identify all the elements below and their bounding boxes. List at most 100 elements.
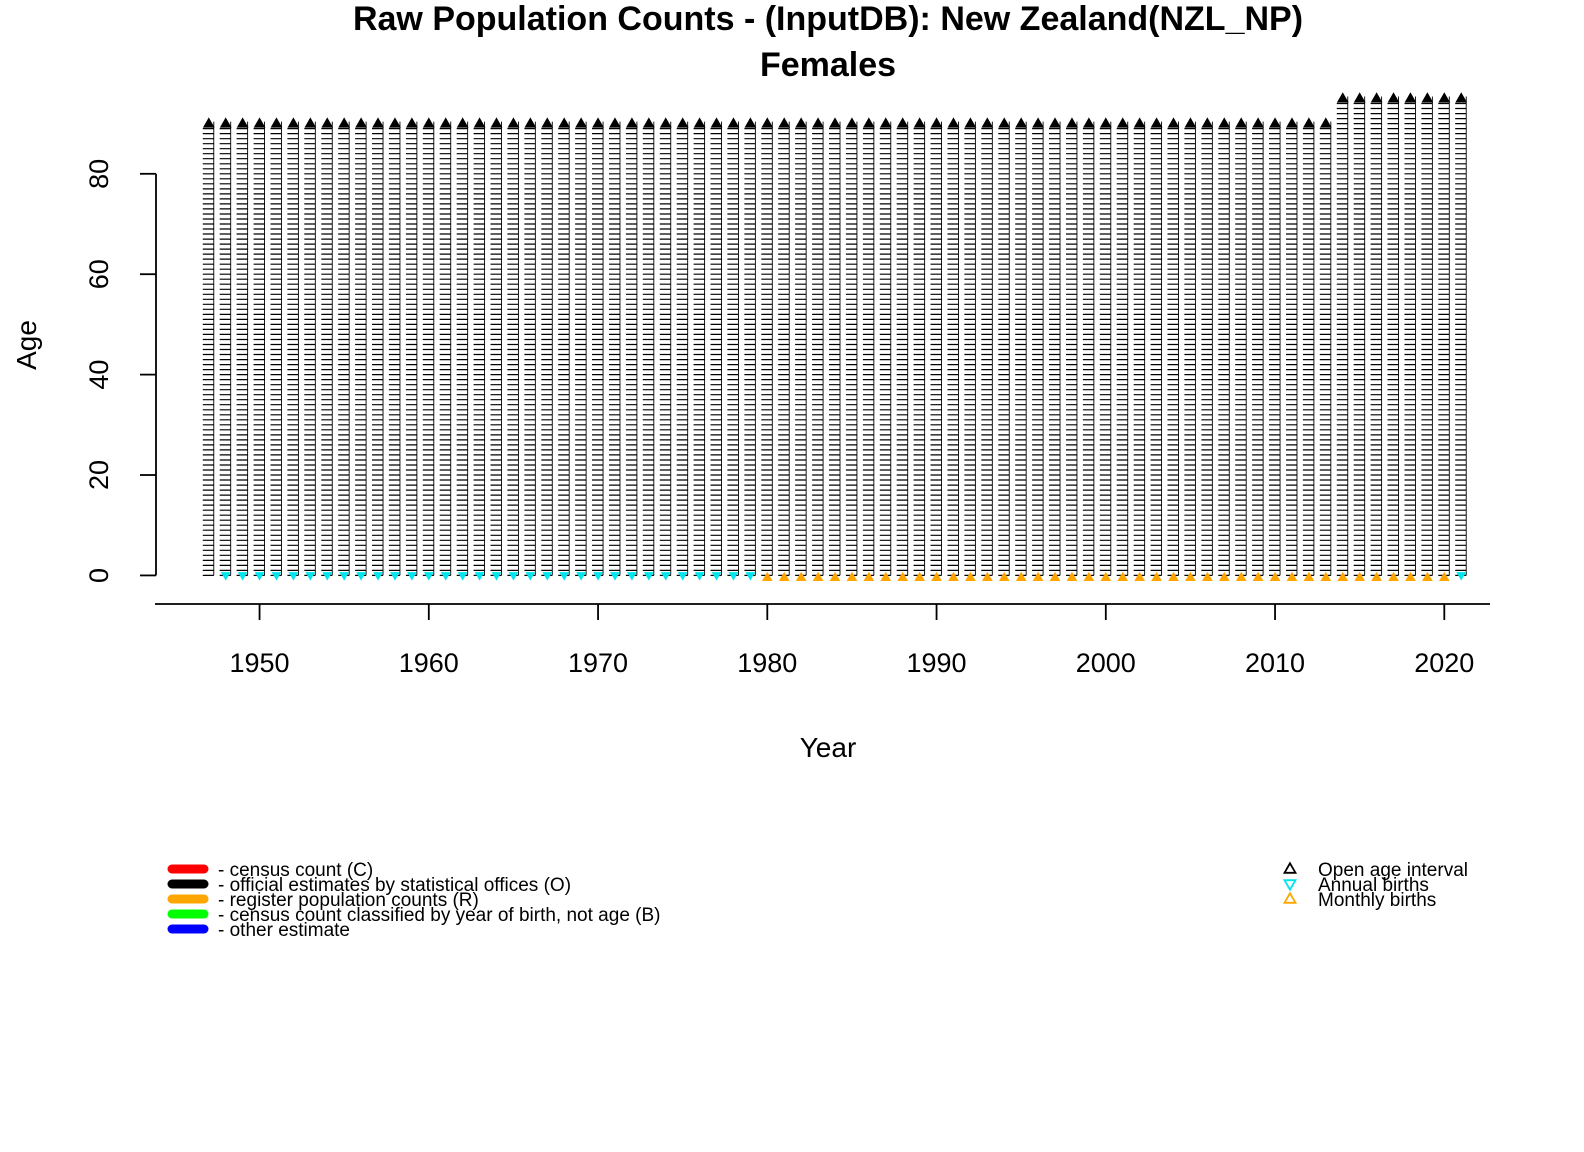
open-age-marker <box>202 117 215 128</box>
open-age-marker <box>1421 92 1434 103</box>
open-age-marker <box>1235 117 1248 128</box>
age-dashes <box>321 128 333 576</box>
open-age-marker <box>998 117 1011 128</box>
age-dashes <box>947 128 959 576</box>
open-age-marker <box>490 117 503 128</box>
annual-births-marker <box>576 572 586 581</box>
age-dashes <box>761 128 773 576</box>
y-tick-label-80: 80 <box>84 159 114 189</box>
monthly-births-marker <box>778 571 790 582</box>
monthly-births-marker <box>1354 571 1366 582</box>
age-dashes <box>219 128 231 576</box>
year-column-2008 <box>1235 117 1248 582</box>
open-age-marker <box>1184 117 1197 128</box>
monthly-births-marker <box>1252 571 1264 582</box>
annual-births-marker <box>220 572 231 581</box>
year-column-2000 <box>1099 117 1112 582</box>
age-dashes <box>1082 128 1094 576</box>
year-column-1963 <box>473 117 486 581</box>
open-age-marker <box>761 117 774 128</box>
year-column-1993 <box>981 117 994 582</box>
open-age-marker <box>575 117 587 128</box>
year-column-1967 <box>541 117 554 581</box>
age-dashes <box>795 128 807 576</box>
open-age-marker <box>1133 117 1146 128</box>
age-dashes <box>862 128 874 576</box>
age-dashes <box>473 128 485 576</box>
age-dashes <box>558 128 570 576</box>
legend-symbol <box>1282 861 1298 874</box>
year-column-1972 <box>625 117 638 581</box>
annual-births-marker <box>643 572 654 581</box>
monthly-births-marker <box>948 571 959 582</box>
monthly-births-marker <box>1201 571 1213 582</box>
year-column-2020 <box>1438 92 1451 582</box>
open-age-marker <box>1404 92 1417 103</box>
year-column-1973 <box>642 117 655 581</box>
year-column-1975 <box>676 117 689 581</box>
x-tick-label-1960: 1960 <box>399 648 459 678</box>
age-dashes <box>575 128 587 576</box>
monthly-births-marker <box>1049 571 1061 582</box>
x-tick-label-1980: 1980 <box>737 648 797 678</box>
legend-symbol <box>1282 891 1298 904</box>
x-tick-label-2010: 2010 <box>1245 648 1305 678</box>
age-dashes <box>693 128 705 576</box>
open-age-marker <box>270 117 283 128</box>
monthly-births-marker <box>981 571 993 582</box>
age-dashes <box>625 128 637 576</box>
age-dashes <box>507 128 519 576</box>
year-column-1983 <box>812 117 824 582</box>
monthly-births-marker <box>1100 571 1112 582</box>
monthly-births-marker <box>880 571 892 582</box>
monthly-births-marker <box>931 571 942 582</box>
age-dashes <box>338 128 350 576</box>
year-column-1979 <box>744 117 757 581</box>
annual-births-marker <box>559 572 570 581</box>
x-axis-title: Year <box>800 732 857 763</box>
legend-item-2: - register population counts (R) <box>167 890 479 911</box>
year-column-1962 <box>456 117 469 581</box>
year-column-1994 <box>998 117 1011 582</box>
age-dashes <box>609 128 620 576</box>
year-column-2021 <box>1455 92 1468 581</box>
legend-symbol-label: Open age interval <box>1318 860 1468 881</box>
open-age-marker <box>1167 117 1180 128</box>
open-age-marker <box>727 117 740 128</box>
year-column-1960 <box>422 117 435 581</box>
chart-subtitle: Females <box>760 46 896 84</box>
age-dashes <box>845 128 857 576</box>
age-dashes <box>1049 128 1060 576</box>
legend-symbol <box>1282 879 1298 892</box>
year-column-2016 <box>1370 92 1383 582</box>
year-column-1948 <box>219 117 232 581</box>
age-dashes <box>287 128 299 576</box>
age-dashes <box>778 128 790 576</box>
legend-label: - census count (C) <box>218 860 373 881</box>
annual-births-marker <box>440 572 451 581</box>
age-dashes <box>879 128 891 576</box>
monthly-births-marker <box>965 571 976 582</box>
age-dashes <box>1150 128 1162 576</box>
open-age-marker <box>795 117 808 128</box>
annual-births-marker <box>254 572 265 581</box>
age-dashes <box>1066 128 1077 576</box>
age-dashes <box>1015 128 1027 576</box>
monthly-births-marker <box>1066 571 1078 582</box>
year-column-1958 <box>388 117 401 581</box>
year-column-2007 <box>1218 117 1231 582</box>
axes-layer: 1950 1960 1970 1980 1990 2000 2010 2020 0 20 40 60 8… <box>84 159 1490 678</box>
open-age-marker <box>541 117 554 128</box>
annual-births-marker <box>1456 572 1467 581</box>
y-tick-label-40: 40 <box>84 360 114 390</box>
open-age-marker <box>1015 117 1028 128</box>
annual-births-marker <box>694 572 705 581</box>
open-age-marker <box>1252 117 1264 128</box>
legend-item-3: - census count classified by year of bir… <box>167 905 661 926</box>
open-age-marker <box>372 117 384 128</box>
open-age-marker <box>642 117 655 128</box>
open-age-marker <box>778 117 791 128</box>
age-dashes <box>1116 128 1128 576</box>
year-column-1952 <box>287 117 300 581</box>
age-dashes <box>812 128 824 576</box>
